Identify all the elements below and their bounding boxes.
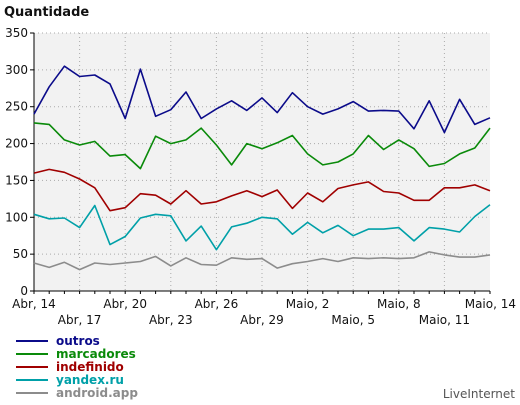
x-tick-label: Abr, 29 <box>240 313 284 327</box>
series-line-indefinido <box>33 168 491 212</box>
x-tick-label: Maio, 5 <box>331 313 375 327</box>
y-tick-label: 350 <box>5 26 28 40</box>
x-tick-label: Abr, 23 <box>149 313 193 327</box>
credit-label: LiveInternet <box>443 387 515 401</box>
legend-label: indefinido <box>56 360 124 374</box>
series-line-marcadores <box>33 122 491 170</box>
y-tick-label: 300 <box>5 63 28 77</box>
x-tick-label: Abr, 14 <box>12 297 56 311</box>
y-tick-label: 100 <box>5 210 28 224</box>
legend: outrosmarcadoresindefinidoyandex.ruandro… <box>16 334 138 400</box>
legend-label: yandex.ru <box>56 373 124 387</box>
series-line-yandex-ru <box>33 204 491 251</box>
x-tick-label: Maio, 2 <box>286 297 330 311</box>
x-tick-label: Maio, 8 <box>377 297 421 311</box>
legend-label: marcadores <box>56 347 136 361</box>
y-tick-label: 200 <box>5 137 28 151</box>
chart-title: Quantidade <box>4 5 89 20</box>
y-tick-label: 0 <box>20 284 28 298</box>
series-line-android-app <box>33 251 491 271</box>
x-tick-label: Abr, 26 <box>195 297 239 311</box>
x-tick-label: Abr, 17 <box>58 313 102 327</box>
x-tick-label: Maio, 11 <box>419 313 470 327</box>
y-tick-label: 250 <box>5 100 28 114</box>
series-line-outros <box>33 65 491 134</box>
x-tick-label: Abr, 20 <box>103 297 147 311</box>
x-tick-label: Maio, 14 <box>465 297 516 311</box>
y-axis: 0 50 100 150 200 250 300 350 <box>5 26 35 298</box>
legend-label: outros <box>56 334 100 348</box>
y-tick-label: 150 <box>5 173 28 187</box>
series-lines <box>33 65 491 271</box>
legend-label: android.app <box>56 386 138 400</box>
y-tick-label: 50 <box>13 247 28 261</box>
